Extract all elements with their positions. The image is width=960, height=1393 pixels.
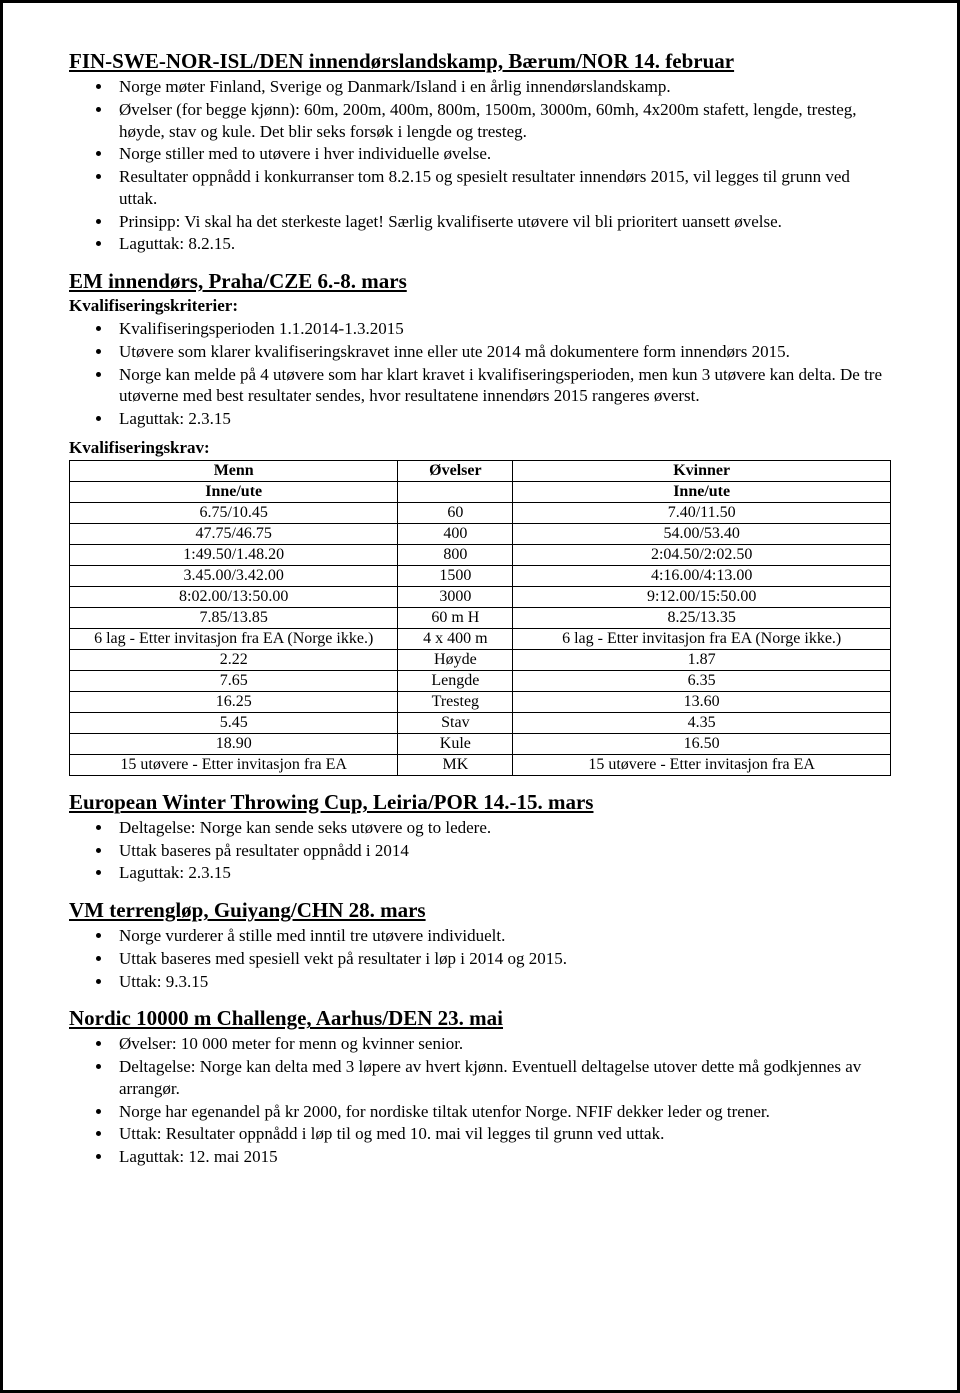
list-item: Norge vurderer å stille med inntil tre u…	[113, 925, 891, 947]
list-item: Norge møter Finland, Sverige og Danmark/…	[113, 76, 891, 98]
cell: 2:04.50/2:02.50	[513, 544, 891, 565]
list-item: Resultater oppnådd i konkurranser tom 8.…	[113, 166, 891, 210]
section4-title: VM terrengløp, Guiyang/CHN 28. mars	[69, 898, 891, 923]
cell: 4 x 400 m	[398, 628, 513, 649]
table-row: 8:02.00/13:50.0030009:12.00/15:50.00	[70, 586, 891, 607]
list-item: Uttak: 9.3.15	[113, 971, 891, 993]
cell: 7.85/13.85	[70, 607, 398, 628]
cell: 13.60	[513, 691, 891, 712]
cell: 6.35	[513, 670, 891, 691]
list-item: Øvelser: 10 000 meter for menn og kvinne…	[113, 1033, 891, 1055]
section2-title: EM innendørs, Praha/CZE 6.-8. mars	[69, 269, 891, 294]
section1-bullets: Norge møter Finland, Sverige og Danmark/…	[69, 76, 891, 255]
table-row: 47.75/46.7540054.00/53.40	[70, 523, 891, 544]
list-item: Utøvere som klarer kvalifiseringskravet …	[113, 341, 891, 363]
list-item: Deltagelse: Norge kan delta med 3 løpere…	[113, 1056, 891, 1100]
cell: 4.35	[513, 712, 891, 733]
cell: 47.75/46.75	[70, 523, 398, 544]
list-item: Laguttak: 2.3.15	[113, 862, 891, 884]
list-item: Kvalifiseringsperioden 1.1.2014-1.3.2015	[113, 318, 891, 340]
table-header-row: Menn Øvelser Kvinner	[70, 460, 891, 481]
table-row: 3.45.00/3.42.0015004:16.00/4:13.00	[70, 565, 891, 586]
cell: 7.40/11.50	[513, 502, 891, 523]
content-area: FIN-SWE-NOR-ISL/DEN innendørslandskamp, …	[21, 21, 939, 1196]
cell: 5.45	[70, 712, 398, 733]
table-row: 5.45Stav4.35	[70, 712, 891, 733]
list-item: Laguttak: 2.3.15	[113, 408, 891, 430]
cell: Kule	[398, 733, 513, 754]
section2-bullets: Kvalifiseringsperioden 1.1.2014-1.3.2015…	[69, 318, 891, 430]
th-kvinner: Kvinner	[513, 460, 891, 481]
cell: 60	[398, 502, 513, 523]
cell: MK	[398, 754, 513, 775]
table-row: 18.90Kule16.50	[70, 733, 891, 754]
table-row: 15 utøvere - Etter invitasjon fra EAMK15…	[70, 754, 891, 775]
page: FIN-SWE-NOR-ISL/DEN innendørslandskamp, …	[0, 0, 960, 1393]
th-menn: Menn	[70, 460, 398, 481]
table-row: 1:49.50/1.48.208002:04.50/2:02.50	[70, 544, 891, 565]
section3-title: European Winter Throwing Cup, Leiria/POR…	[69, 790, 891, 815]
cell: 4:16.00/4:13.00	[513, 565, 891, 586]
cell: 60 m H	[398, 607, 513, 628]
cell: 1:49.50/1.48.20	[70, 544, 398, 565]
table-row: 6.75/10.45607.40/11.50	[70, 502, 891, 523]
cell: 7.65	[70, 670, 398, 691]
list-item: Prinsipp: Vi skal ha det sterkeste laget…	[113, 211, 891, 233]
cell: 15 utøvere - Etter invitasjon fra EA	[513, 754, 891, 775]
list-item: Øvelser (for begge kjønn): 60m, 200m, 40…	[113, 99, 891, 143]
table-subheader-row: Inne/ute Inne/ute	[70, 481, 891, 502]
list-item: Norge har egenandel på kr 2000, for nord…	[113, 1101, 891, 1123]
cell: Lengde	[398, 670, 513, 691]
cell: 54.00/53.40	[513, 523, 891, 544]
cell: 16.25	[70, 691, 398, 712]
section5-title: Nordic 10000 m Challenge, Aarhus/DEN 23.…	[69, 1006, 891, 1031]
list-item: Uttak baseres på resultater oppnådd i 20…	[113, 840, 891, 862]
th-ovelser: Øvelser	[398, 460, 513, 481]
cell: 1500	[398, 565, 513, 586]
cell: 16.50	[513, 733, 891, 754]
cell: 400	[398, 523, 513, 544]
table-row: 16.25Tresteg13.60	[70, 691, 891, 712]
table-row: 7.65Lengde6.35	[70, 670, 891, 691]
section3-bullets: Deltagelse: Norge kan sende seks utøvere…	[69, 817, 891, 884]
cell: 9:12.00/15:50.00	[513, 586, 891, 607]
table-row: 7.85/13.8560 m H8.25/13.35	[70, 607, 891, 628]
list-item: Laguttak: 12. mai 2015	[113, 1146, 891, 1168]
table-row: 6 lag - Etter invitasjon fra EA (Norge i…	[70, 628, 891, 649]
cell: 15 utøvere - Etter invitasjon fra EA	[70, 754, 398, 775]
section2-subhead: Kvalifiseringskriterier:	[69, 296, 891, 316]
list-item: Uttak baseres med spesiell vekt på resul…	[113, 948, 891, 970]
cell: 3.45.00/3.42.00	[70, 565, 398, 586]
cell: 18.90	[70, 733, 398, 754]
th-inneute-k: Inne/ute	[513, 481, 891, 502]
table-row: 2.22Høyde1.87	[70, 649, 891, 670]
cell: Tresteg	[398, 691, 513, 712]
cell: 6 lag - Etter invitasjon fra EA (Norge i…	[70, 628, 398, 649]
list-item: Norge kan melde på 4 utøvere som har kla…	[113, 364, 891, 408]
cell: Høyde	[398, 649, 513, 670]
qualification-table: Menn Øvelser Kvinner Inne/ute Inne/ute 6…	[69, 460, 891, 776]
section5-bullets: Øvelser: 10 000 meter for menn og kvinne…	[69, 1033, 891, 1168]
list-item: Laguttak: 8.2.15.	[113, 233, 891, 255]
cell: 6.75/10.45	[70, 502, 398, 523]
cell: 8.25/13.35	[513, 607, 891, 628]
section1-title: FIN-SWE-NOR-ISL/DEN innendørslandskamp, …	[69, 49, 891, 74]
section2-tablehead: Kvalifiseringskrav:	[69, 438, 891, 458]
cell: 2.22	[70, 649, 398, 670]
list-item: Deltagelse: Norge kan sende seks utøvere…	[113, 817, 891, 839]
cell: 3000	[398, 586, 513, 607]
cell: 8:02.00/13:50.00	[70, 586, 398, 607]
list-item: Uttak: Resultater oppnådd i løp til og m…	[113, 1123, 891, 1145]
th-blank	[398, 481, 513, 502]
cell: 800	[398, 544, 513, 565]
table-body: 6.75/10.45607.40/11.50 47.75/46.7540054.…	[70, 502, 891, 775]
th-inneute-m: Inne/ute	[70, 481, 398, 502]
list-item: Norge stiller med to utøvere i hver indi…	[113, 143, 891, 165]
cell: 1.87	[513, 649, 891, 670]
section4-bullets: Norge vurderer å stille med inntil tre u…	[69, 925, 891, 992]
cell: 6 lag - Etter invitasjon fra EA (Norge i…	[513, 628, 891, 649]
cell: Stav	[398, 712, 513, 733]
